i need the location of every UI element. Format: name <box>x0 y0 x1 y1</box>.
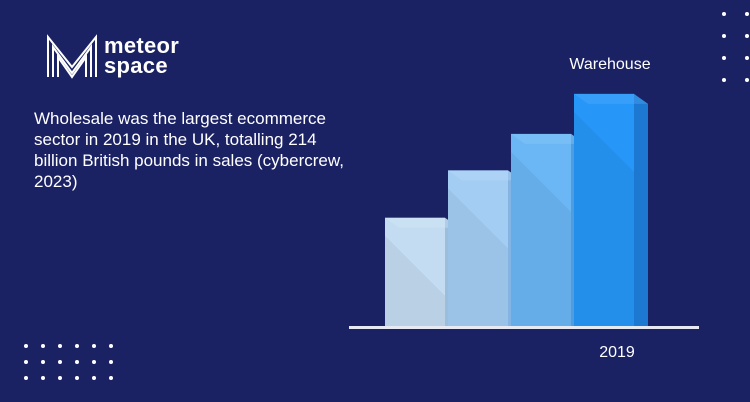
x-tick-label: 2019 <box>599 344 635 361</box>
bar-top <box>574 93 648 104</box>
x-axis-ticks: 2019 <box>599 344 635 361</box>
bar-top <box>511 133 585 144</box>
brand-name: meteor space <box>104 33 180 78</box>
bar-top <box>448 170 522 181</box>
brand-logo: meteor space <box>46 33 179 79</box>
bar-top <box>385 217 459 228</box>
dot-pattern-top-right <box>722 12 749 82</box>
bar-shade <box>574 111 634 327</box>
chart-title: Warehouse <box>569 56 650 73</box>
brand-line-2: space <box>104 53 168 78</box>
bar <box>511 133 571 327</box>
bar <box>385 217 445 327</box>
dot-pattern-bottom-left <box>24 344 113 380</box>
bar-series <box>385 93 648 327</box>
baseline <box>349 326 699 329</box>
bar <box>574 93 634 327</box>
meteor-logo-icon <box>47 34 97 79</box>
bar-shade <box>385 235 445 327</box>
bar-shade <box>511 151 571 327</box>
brand-line-1: meteor <box>104 33 180 58</box>
bar-side <box>634 93 648 327</box>
bar-shade <box>448 188 508 327</box>
headline-text: Wholesale was the largest ecommerce sect… <box>34 109 344 191</box>
bar <box>448 170 508 327</box>
